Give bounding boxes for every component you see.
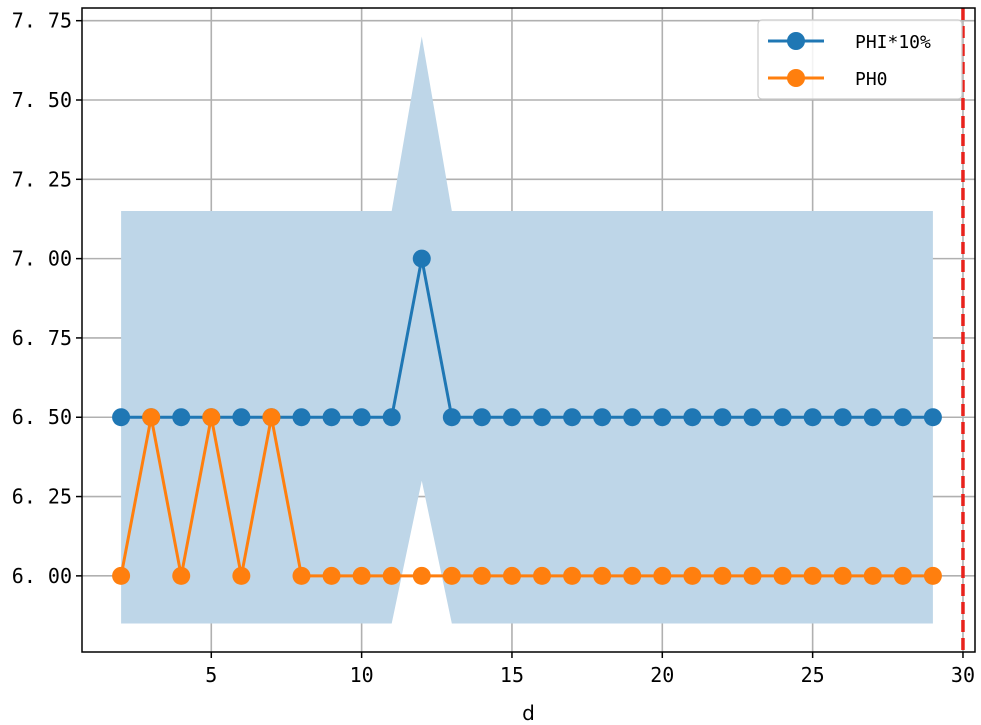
- data-point: [112, 408, 131, 427]
- data-point: [382, 566, 401, 585]
- series-line: [121, 258, 933, 419]
- series-1: [112, 408, 942, 585]
- y-tick-label: 7. 25: [12, 167, 72, 191]
- data-point: [683, 408, 702, 427]
- y-tick-label: 7. 75: [12, 9, 72, 33]
- series-line: [119, 416, 933, 578]
- y-tick-label: 6. 25: [12, 485, 72, 509]
- axes-frame: [81, 7, 976, 653]
- x-tick-label: 25: [801, 663, 825, 687]
- data-point: [322, 408, 341, 427]
- data-point: [172, 408, 191, 427]
- data-point: [923, 408, 942, 427]
- data-point: [142, 408, 161, 427]
- data-point: [533, 566, 552, 585]
- data-point: [623, 408, 642, 427]
- legend-marker: [787, 32, 805, 50]
- data-point: [533, 408, 552, 427]
- x-tick-label: 10: [350, 663, 374, 687]
- y-tick-label: 6. 50: [12, 405, 72, 429]
- data-point: [292, 566, 311, 585]
- x-tick-label: 20: [650, 663, 674, 687]
- data-point: [773, 566, 792, 585]
- data-point: [232, 408, 251, 427]
- y-tick-label: 7. 00: [12, 247, 72, 271]
- data-point: [382, 408, 401, 427]
- x-axis-label: d: [522, 701, 535, 725]
- data-point: [863, 408, 882, 427]
- data-point: [833, 408, 852, 427]
- data-point: [412, 566, 431, 585]
- data-point: [292, 408, 311, 427]
- data-point: [713, 408, 732, 427]
- data-point: [442, 566, 461, 585]
- data-point: [472, 566, 491, 585]
- data-point: [442, 408, 461, 427]
- y-tick-label: 7. 50: [12, 88, 72, 112]
- data-point: [803, 566, 822, 585]
- data-point: [472, 408, 491, 427]
- x-tick-label: 15: [500, 663, 524, 687]
- x-tick-label: 30: [951, 663, 975, 687]
- series-layer: [112, 249, 942, 585]
- legend: PHI*10% PH0: [757, 19, 963, 100]
- data-point: [563, 408, 582, 427]
- data-point: [202, 408, 221, 427]
- data-point: [172, 566, 191, 585]
- data-point: [653, 566, 672, 585]
- y-axis-ticks: 6. 00 6. 25 6. 50 6. 75 7. 00 7. 25 7. 50 7. 75: [12, 9, 82, 588]
- data-point: [112, 566, 131, 585]
- data-point: [232, 566, 251, 585]
- data-point: [863, 566, 882, 585]
- confidence-band: [121, 36, 933, 624]
- data-point: [743, 408, 762, 427]
- data-point: [593, 408, 612, 427]
- data-point: [923, 566, 942, 585]
- data-point: [352, 408, 371, 427]
- data-point: [803, 408, 822, 427]
- data-point: [502, 408, 521, 427]
- data-point: [683, 566, 702, 585]
- data-point: [743, 566, 762, 585]
- data-point: [593, 566, 612, 585]
- data-point: [713, 566, 732, 585]
- legend-marker: [787, 69, 805, 87]
- data-point: [623, 566, 642, 585]
- y-tick-label: 6. 75: [12, 326, 72, 350]
- legend-label: PHI*10%: [855, 32, 931, 53]
- band-area: [121, 36, 933, 624]
- data-point: [773, 408, 792, 427]
- data-point: [502, 566, 521, 585]
- x-tick-label: 5: [205, 663, 217, 687]
- data-point: [322, 566, 341, 585]
- data-point: [893, 408, 912, 427]
- data-point: [893, 566, 912, 585]
- data-point: [563, 566, 582, 585]
- data-point: [352, 566, 371, 585]
- data-point: [653, 408, 672, 427]
- data-point: [833, 566, 852, 585]
- x-axis-ticks: 5 10 15 20 25 30: [205, 652, 975, 687]
- data-point: [262, 408, 281, 427]
- data-point: [412, 249, 431, 268]
- legend-label: PH0: [855, 69, 888, 90]
- y-tick-label: 6. 00: [12, 564, 72, 588]
